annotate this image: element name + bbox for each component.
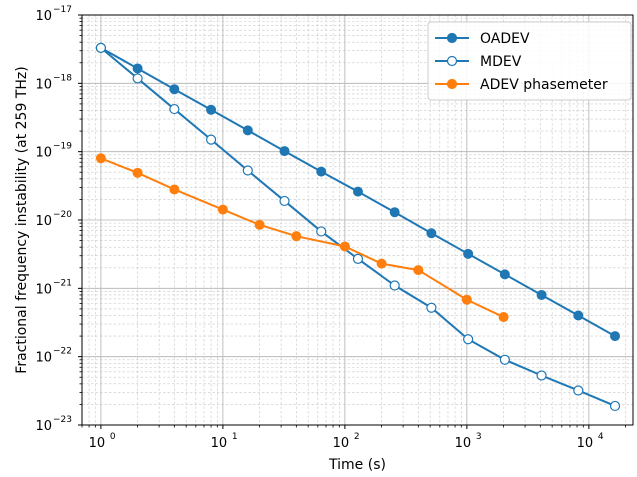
data-point [426, 228, 437, 239]
legend-box [427, 21, 632, 101]
data-point [242, 165, 253, 176]
legend-label: ADEV phasemeter [480, 77, 608, 93]
data-point [461, 294, 472, 305]
legend: OADEV MDEV ADEV phasemeter [427, 21, 632, 101]
data-point [95, 153, 106, 164]
y-tick-label: 10 [35, 419, 52, 434]
y-tick-exponent: −17 [53, 5, 72, 15]
data-point [609, 400, 621, 412]
series-line [100, 157, 505, 318]
data-point [169, 103, 180, 115]
data-point [426, 302, 437, 313]
x-axis-ticks: 10 0 10 1 10 2 10 3 10 4 [81, 425, 626, 451]
data-point [499, 354, 510, 365]
data-point [463, 248, 474, 259]
legend-marker [446, 55, 458, 67]
y-tick-exponent: −20 [53, 210, 72, 220]
data-point [132, 167, 143, 178]
data-point [206, 104, 217, 115]
data-point [169, 84, 180, 95]
y-tick-exponent: −22 [53, 347, 72, 357]
legend-label: OADEV [480, 31, 530, 47]
data-point [291, 231, 302, 242]
data-point [352, 253, 364, 264]
y-tick-label: 10 [35, 351, 52, 366]
legend-item: MDEV [435, 54, 522, 70]
x-tick-label: 10 [455, 436, 472, 451]
data-point [132, 73, 143, 84]
data-point [573, 310, 584, 321]
data-point [352, 186, 363, 197]
data-point [573, 385, 584, 396]
data-point [536, 289, 547, 300]
legend-marker [446, 78, 458, 90]
data-point [389, 207, 400, 218]
data-point [169, 184, 180, 195]
y-axis-title: Fractional frequency instability (at 259… [14, 66, 30, 373]
y-tick-exponent: −18 [53, 73, 72, 83]
data-point [536, 370, 547, 381]
y-tick-exponent: −19 [53, 142, 72, 152]
x-tick-exponent: 0 [110, 432, 116, 442]
series-oadev [95, 42, 621, 342]
data-point [610, 331, 621, 342]
data-point [242, 125, 253, 136]
y-tick-label: 10 [35, 9, 52, 24]
data-point [413, 265, 424, 276]
data-point [205, 134, 217, 145]
y-tick-label: 10 [35, 77, 52, 92]
x-tick-exponent: 3 [476, 432, 482, 442]
data-point [279, 146, 290, 157]
data-point [132, 63, 143, 74]
data-point [376, 258, 387, 269]
y-tick-exponent: −23 [53, 415, 72, 425]
data-point [217, 204, 228, 215]
data-point [463, 334, 474, 345]
data-point [389, 280, 400, 291]
data-point [498, 312, 509, 323]
x-tick-label: 10 [333, 436, 350, 451]
y-tick-exponent: −21 [53, 278, 72, 288]
y-tick-label: 10 [35, 282, 52, 297]
legend-marker [446, 32, 458, 44]
series-mdev [95, 42, 621, 412]
legend-item: OADEV [435, 31, 530, 47]
x-tick-exponent: 1 [232, 432, 238, 442]
y-tick-label: 10 [35, 214, 52, 229]
series-adev-phasemeter [95, 153, 509, 323]
x-tick-exponent: 4 [598, 432, 604, 442]
data-point [316, 226, 327, 237]
legend-label: MDEV [480, 54, 522, 70]
x-tick-label: 10 [89, 436, 106, 451]
x-tick-label: 10 [211, 436, 228, 451]
x-tick-label: 10 [577, 436, 594, 451]
data-point [254, 219, 265, 230]
x-axis-title: Time (s) [328, 457, 386, 473]
data-point [279, 195, 290, 207]
series-layer [95, 42, 621, 412]
x-tick-exponent: 2 [354, 432, 360, 442]
data-point [499, 269, 510, 280]
data-point [95, 42, 106, 54]
data-point [339, 241, 350, 252]
series-line [100, 47, 616, 407]
data-point [316, 166, 327, 177]
legend-item: ADEV phasemeter [435, 77, 608, 93]
y-tick-label: 10 [35, 146, 52, 161]
